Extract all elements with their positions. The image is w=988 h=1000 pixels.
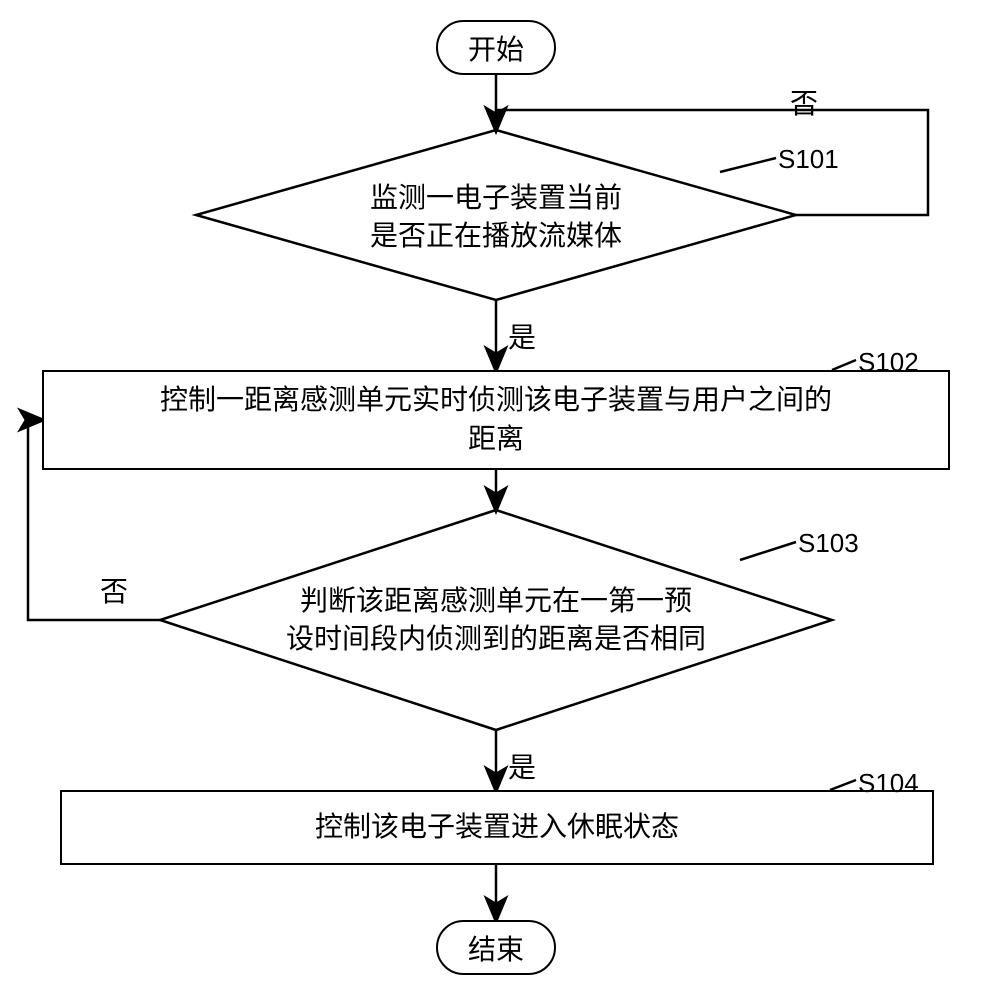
s104-text: 控制该电子装置进入休眠状态	[315, 808, 679, 847]
s104-node: 控制该电子装置进入休眠状态	[60, 790, 934, 865]
s102-node: 控制一距离感测单元实时侦测该电子装置与用户之间的 距离	[42, 370, 950, 470]
flowchart-canvas: 开始 监测一电子装置当前 是否正在播放流媒体 控制一距离感测单元实时侦测该电子装…	[0, 0, 988, 1000]
s101-line1: 监测一电子装置当前	[370, 183, 622, 214]
s103-line2: 设时间段内侦测到的距离是否相同	[286, 624, 706, 655]
s102-line2: 距离	[468, 420, 524, 459]
edge-label-s103-yes: 是	[508, 746, 536, 786]
ld-s103	[740, 542, 796, 560]
edge-label-s101-yes: 是	[508, 316, 536, 356]
s101-line2: 是否正在播放流媒体	[370, 221, 622, 252]
end-node: 结束	[436, 920, 556, 975]
step-label-s102: S102	[858, 347, 919, 378]
edge-label-s101-no: 否	[790, 82, 818, 122]
step-label-s101: S101	[778, 144, 839, 175]
s102-line1: 控制一距离感测单元实时侦测该电子装置与用户之间的	[160, 381, 832, 420]
ld-s104	[830, 780, 856, 790]
s103-line1: 判断该距离感测单元在一第一预	[300, 586, 692, 617]
step-label-s103: S103	[798, 528, 859, 559]
ld-s102	[832, 360, 856, 370]
s101-text: 监测一电子装置当前 是否正在播放流媒体	[296, 180, 696, 256]
s103-text: 判断该距离感测单元在一第一预 设时间段内侦测到的距离是否相同	[256, 583, 736, 659]
edge-label-s103-no: 否	[100, 570, 128, 610]
step-label-s104: S104	[858, 768, 919, 799]
start-label: 开始	[468, 28, 524, 68]
ld-s101	[720, 158, 776, 172]
start-node: 开始	[436, 20, 556, 75]
end-label: 结束	[468, 928, 524, 968]
